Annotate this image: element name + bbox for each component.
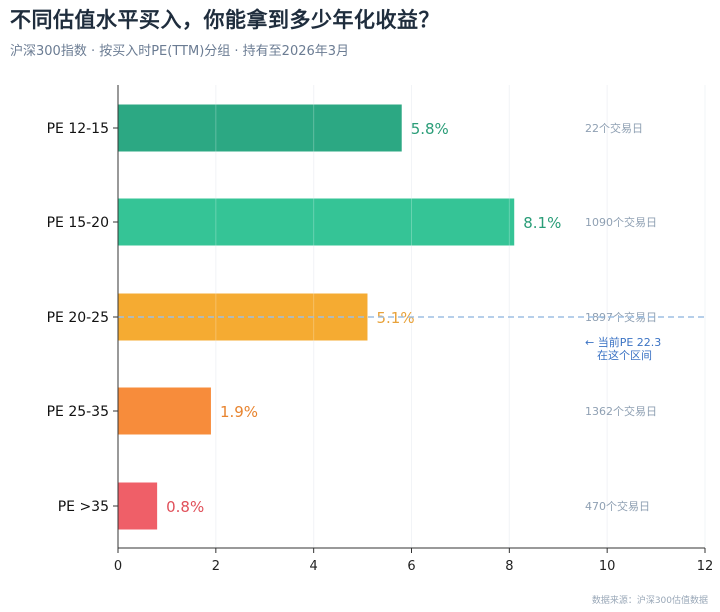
value-label: 1.9%	[220, 403, 258, 421]
chart-subtitle: 沪深300指数 · 按买入时PE(TTM)分组 · 持有至2026年3月	[10, 44, 350, 59]
category-label: PE 25-35	[47, 404, 109, 420]
value-label: 5.8%	[411, 120, 449, 138]
value-label: 5.1%	[376, 309, 414, 327]
trading-days-label: 1362个交易日	[585, 404, 657, 418]
trading-days-label: 470个交易日	[585, 499, 650, 513]
x-tick-label: 6	[407, 559, 415, 574]
category-label: PE 20-25	[47, 310, 109, 326]
current-pe-note: 在这个区间	[597, 348, 652, 362]
x-tick-label: 10	[599, 559, 616, 574]
bar	[118, 482, 158, 530]
x-tick-label: 8	[505, 559, 513, 574]
bar	[118, 198, 515, 246]
current-pe-note: ← 当前PE 22.3	[585, 335, 661, 349]
x-tick-label: 12	[697, 559, 714, 574]
category-label: PE 12-15	[47, 121, 109, 137]
data-source-note: 数据来源：沪深300估值数据	[591, 596, 708, 606]
trading-days-label: 22个交易日	[585, 121, 643, 135]
trading-days-label: 1090个交易日	[585, 215, 657, 229]
bar	[118, 104, 402, 152]
category-label: PE >35	[58, 499, 109, 515]
bar	[118, 387, 211, 435]
value-label: 8.1%	[523, 214, 561, 232]
category-label: PE 15-20	[47, 215, 109, 231]
x-tick-label: 4	[310, 559, 318, 574]
value-label: 0.8%	[166, 498, 204, 516]
x-tick-label: 2	[212, 559, 220, 574]
x-tick-label: 0	[114, 559, 122, 574]
chart-title: 不同估值水平买入，你能拿到多少年化收益？	[10, 8, 440, 32]
